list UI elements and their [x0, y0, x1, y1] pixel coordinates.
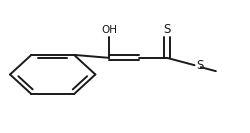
Text: OH: OH: [101, 25, 117, 35]
Text: S: S: [162, 23, 170, 36]
Text: S: S: [195, 59, 202, 72]
